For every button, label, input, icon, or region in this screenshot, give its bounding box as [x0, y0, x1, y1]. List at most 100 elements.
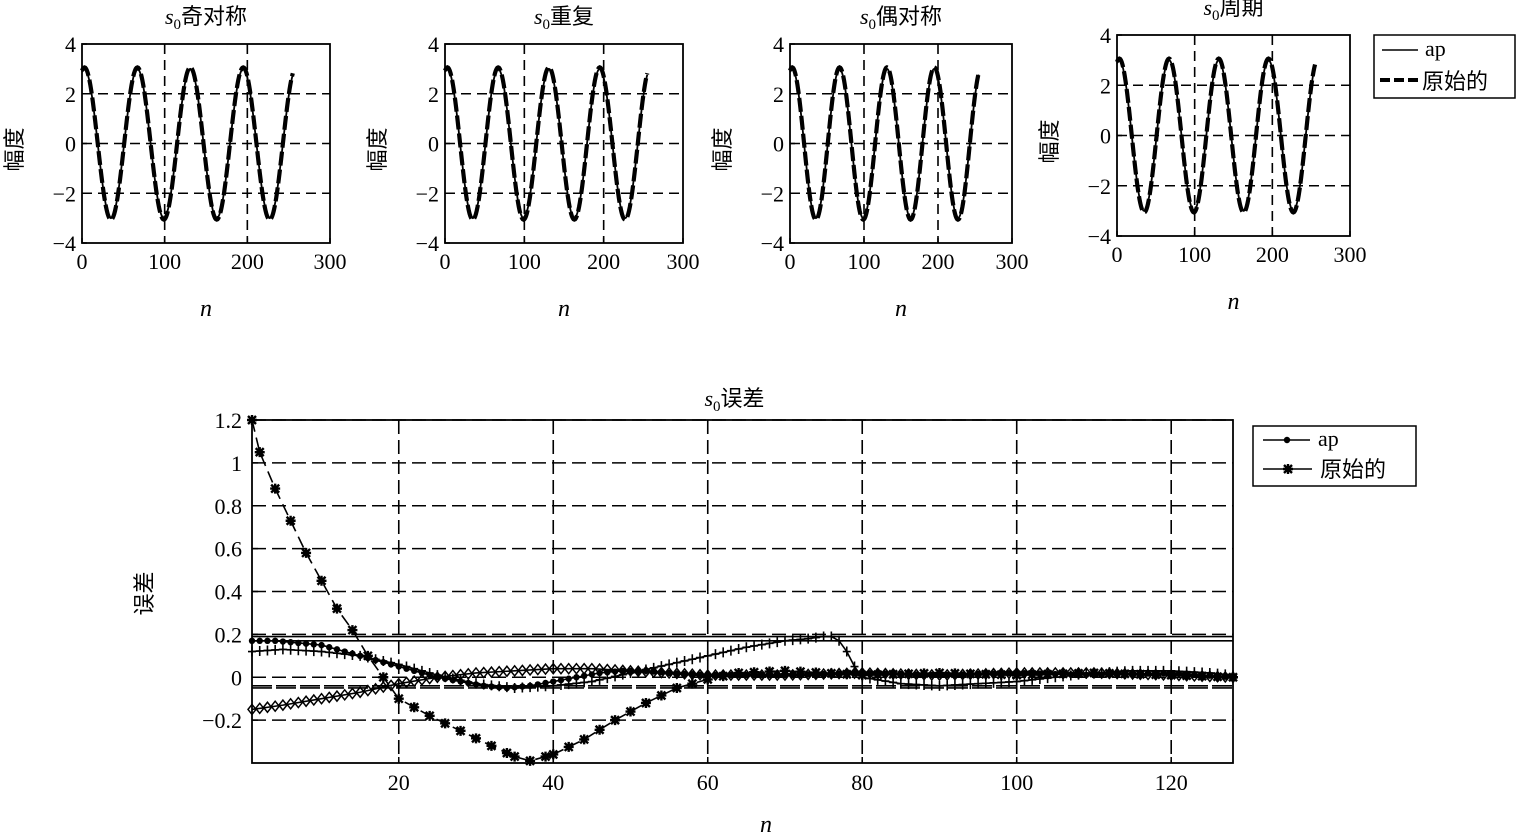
data-point-diamond — [532, 663, 543, 676]
data-point-diamond — [324, 691, 335, 704]
x-tick-label: 60 — [697, 770, 719, 795]
x-tick-label: 300 — [314, 249, 347, 274]
data-point-diamond — [1197, 669, 1208, 683]
y-tick-label: −0.2 — [202, 708, 242, 733]
data-point-dot — [287, 639, 294, 646]
data-point-diamond — [996, 667, 1007, 680]
data-point-dot — [256, 637, 263, 645]
data-point-plus — [1028, 674, 1037, 685]
y-tick-label: 0.6 — [215, 537, 243, 562]
data-point-diamond — [447, 669, 458, 682]
y-tick-label: 2 — [428, 82, 439, 107]
data-point-dot — [604, 669, 611, 676]
title-subscript: 0 — [713, 399, 721, 415]
legend-box — [1373, 34, 1516, 99]
y-tick-label: −2 — [53, 181, 76, 206]
x-tick-label: 0 — [785, 249, 796, 274]
data-point-plus — [510, 682, 519, 693]
data-point-diamond — [973, 667, 984, 681]
y-axis-label: 误差 — [132, 571, 157, 615]
data-point-plus — [711, 649, 720, 660]
data-point-diamond — [332, 689, 342, 703]
x-tick-label: 0 — [1112, 242, 1123, 267]
x-axis-label: n — [558, 296, 570, 322]
subplot-2: 0 100 200 300 −4 −2 0 2 4 n 幅度 — [365, 32, 700, 322]
title-text: 周期 — [1220, 0, 1264, 20]
data-point-star — [501, 747, 512, 758]
series-ap-line — [1116, 59, 1316, 212]
data-point-star — [270, 483, 281, 494]
y-tick-label: 0 — [65, 132, 76, 157]
data-point-plus — [827, 631, 836, 642]
data-point-plus — [332, 648, 341, 659]
data-point-plus — [472, 678, 481, 689]
x-tick-label: 120 — [1155, 770, 1188, 795]
data-point-plus — [811, 632, 820, 643]
data-point-diamond — [617, 664, 628, 677]
chart-title: s0误差 — [704, 386, 764, 415]
data-point-plus — [263, 645, 272, 656]
data-point-plus — [974, 678, 983, 689]
y-tick-label: 2 — [65, 82, 76, 107]
data-point-plus — [302, 645, 311, 656]
data-point-diamond — [841, 667, 852, 680]
title-text: 奇对称 — [181, 4, 247, 29]
chart-title: s0偶对称 — [860, 4, 942, 33]
chart-title: s0重复 — [534, 4, 594, 33]
title-variable: s — [1203, 0, 1212, 20]
series-ap-line — [444, 67, 649, 220]
x-tick-label: 40 — [542, 770, 564, 795]
data-point-dot — [295, 639, 302, 647]
data-point-diamond — [501, 665, 512, 678]
data-point-diamond — [378, 680, 389, 694]
data-point-diamond — [471, 666, 481, 680]
y-axis-label: 幅度 — [365, 127, 390, 171]
data-point-diamond — [857, 666, 868, 680]
data-point-star — [525, 755, 536, 766]
y-tick-label: 4 — [428, 32, 439, 57]
data-point-plus — [703, 650, 712, 661]
x-tick-label: 100 — [1178, 242, 1211, 267]
data-point-diamond — [741, 668, 752, 682]
data-point-diamond — [826, 667, 837, 681]
x-axis-label: n — [1228, 289, 1240, 315]
data-point-star — [486, 740, 497, 751]
data-point-plus — [742, 642, 751, 653]
data-point-star — [625, 706, 636, 717]
data-point-diamond — [980, 667, 991, 681]
data-point-diamond — [586, 662, 597, 675]
data-point-star — [471, 733, 482, 744]
y-tick-label: 4 — [773, 32, 784, 57]
data-point-dot — [318, 641, 325, 649]
data-point-diamond — [1158, 668, 1169, 682]
data-point-star — [640, 697, 651, 708]
data-point-diamond — [262, 701, 273, 714]
data-point-diamond — [1181, 669, 1192, 682]
data-point-plus — [920, 679, 929, 690]
data-point-diamond — [1034, 666, 1045, 680]
data-point-diamond — [1204, 670, 1215, 683]
data-point-diamond — [1027, 666, 1038, 680]
y-tick-label: 2 — [773, 82, 784, 107]
data-point-diamond — [393, 677, 404, 690]
data-point-diamond — [563, 662, 574, 675]
data-point-diamond — [671, 667, 682, 680]
data-point-diamond — [401, 676, 412, 689]
data-point-plus — [796, 634, 805, 645]
data-point-diamond — [362, 684, 373, 697]
data-point-diamond — [293, 696, 304, 709]
x-tick-label: 100 — [148, 249, 181, 274]
data-point-diamond — [517, 664, 528, 677]
legend-ap-label: ap — [1425, 36, 1446, 61]
data-point-star — [594, 724, 605, 735]
data-point-diamond — [416, 673, 427, 687]
data-point-diamond — [424, 672, 435, 685]
data-point-diamond — [633, 665, 644, 678]
data-point-star — [254, 447, 265, 458]
data-point-diamond — [864, 666, 875, 680]
data-point-diamond — [1011, 666, 1022, 680]
title-variable: s — [165, 4, 174, 29]
x-tick-label: 200 — [1256, 242, 1289, 267]
x-tick-label: 0 — [440, 249, 451, 274]
x-tick-label: 100 — [848, 249, 881, 274]
